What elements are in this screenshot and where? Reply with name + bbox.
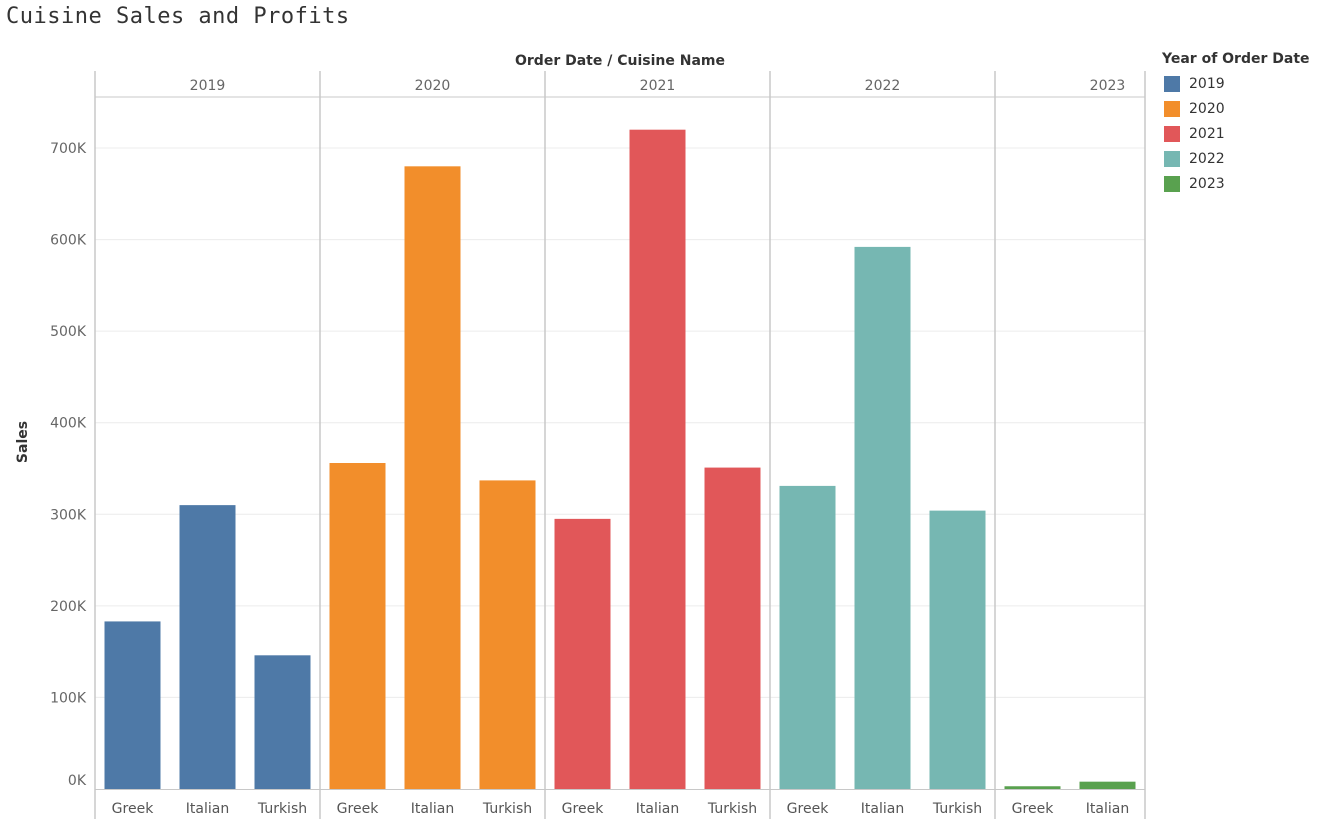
chart-title: Cuisine Sales and Profits bbox=[6, 4, 350, 29]
y-tick-label: 600K bbox=[50, 233, 87, 249]
legend-title: Year of Order Date bbox=[1162, 51, 1310, 67]
year-header-label: 2020 bbox=[415, 78, 451, 94]
bar-2021-greek[interactable] bbox=[554, 518, 611, 789]
bar-2021-italian[interactable] bbox=[629, 129, 686, 789]
legend-item-2022[interactable]: 2022 bbox=[1162, 146, 1332, 171]
legend: Year of Order Date 2019 2020 2021 2022 2023 bbox=[1162, 51, 1332, 196]
bar-chart: Order Date / Cuisine Name 2019 2020 2021 202… bbox=[15, 53, 1146, 819]
legend-item-2019[interactable]: 2019 bbox=[1162, 71, 1332, 96]
category-label: Greek bbox=[112, 801, 155, 817]
bar-2022-greek[interactable] bbox=[779, 485, 836, 789]
category-label: Italian bbox=[861, 801, 904, 817]
legend-swatch bbox=[1164, 100, 1180, 117]
year-header-label: 2023 bbox=[1090, 78, 1126, 94]
bar-2019-greek[interactable] bbox=[104, 621, 161, 789]
category-label: Italian bbox=[411, 801, 454, 817]
year-header-label: 2021 bbox=[640, 78, 676, 94]
category-label: Greek bbox=[787, 801, 830, 817]
year-header-label: 2019 bbox=[190, 78, 226, 94]
legend-item-2023[interactable]: 2023 bbox=[1162, 171, 1332, 196]
bar-2019-turkish[interactable] bbox=[254, 655, 311, 789]
legend-swatch bbox=[1164, 150, 1180, 167]
y-tick-label: 0K bbox=[68, 773, 87, 789]
y-tick-label: 300K bbox=[50, 507, 87, 523]
category-label: Turkish bbox=[932, 801, 982, 817]
category-label: Greek bbox=[562, 801, 605, 817]
bar-2020-greek[interactable] bbox=[329, 463, 386, 789]
bar-2021-turkish[interactable] bbox=[704, 467, 761, 789]
legend-swatch bbox=[1164, 75, 1180, 92]
legend-swatch bbox=[1164, 175, 1180, 192]
y-tick-label: 200K bbox=[50, 599, 87, 615]
y-tick-label: 400K bbox=[50, 416, 87, 432]
category-label: Turkish bbox=[707, 801, 757, 817]
legend-label: 2022 bbox=[1189, 150, 1225, 167]
legend-label: 2019 bbox=[1189, 75, 1225, 92]
y-tick-label: 100K bbox=[50, 690, 87, 706]
bar-2019-italian[interactable] bbox=[179, 505, 236, 789]
legend-item-2021[interactable]: 2021 bbox=[1162, 121, 1332, 146]
legend-swatch bbox=[1164, 125, 1180, 142]
bar-2022-italian[interactable] bbox=[854, 246, 911, 789]
year-header-label: 2022 bbox=[865, 78, 901, 94]
category-label: Italian bbox=[186, 801, 229, 817]
legend-item-2020[interactable]: 2020 bbox=[1162, 96, 1332, 121]
legend-label: 2021 bbox=[1189, 125, 1225, 142]
bar-2020-turkish[interactable] bbox=[479, 480, 536, 789]
bar-2022-turkish[interactable] bbox=[929, 510, 986, 789]
bar-2020-italian[interactable] bbox=[404, 166, 461, 790]
legend-label: 2020 bbox=[1189, 100, 1225, 117]
category-label: Greek bbox=[1012, 801, 1055, 817]
y-axis-label: Sales bbox=[15, 421, 31, 463]
category-label: Turkish bbox=[257, 801, 307, 817]
y-tick-label: 700K bbox=[50, 141, 87, 157]
bar-2023-greek[interactable] bbox=[1004, 786, 1061, 789]
category-label: Greek bbox=[337, 801, 380, 817]
category-label: Italian bbox=[636, 801, 679, 817]
header-title: Order Date / Cuisine Name bbox=[515, 53, 725, 69]
legend-label: 2023 bbox=[1189, 175, 1225, 192]
y-tick-label: 500K bbox=[50, 324, 87, 340]
category-label: Italian bbox=[1086, 801, 1129, 817]
bar-2023-italian[interactable] bbox=[1079, 781, 1136, 789]
category-label: Turkish bbox=[482, 801, 532, 817]
